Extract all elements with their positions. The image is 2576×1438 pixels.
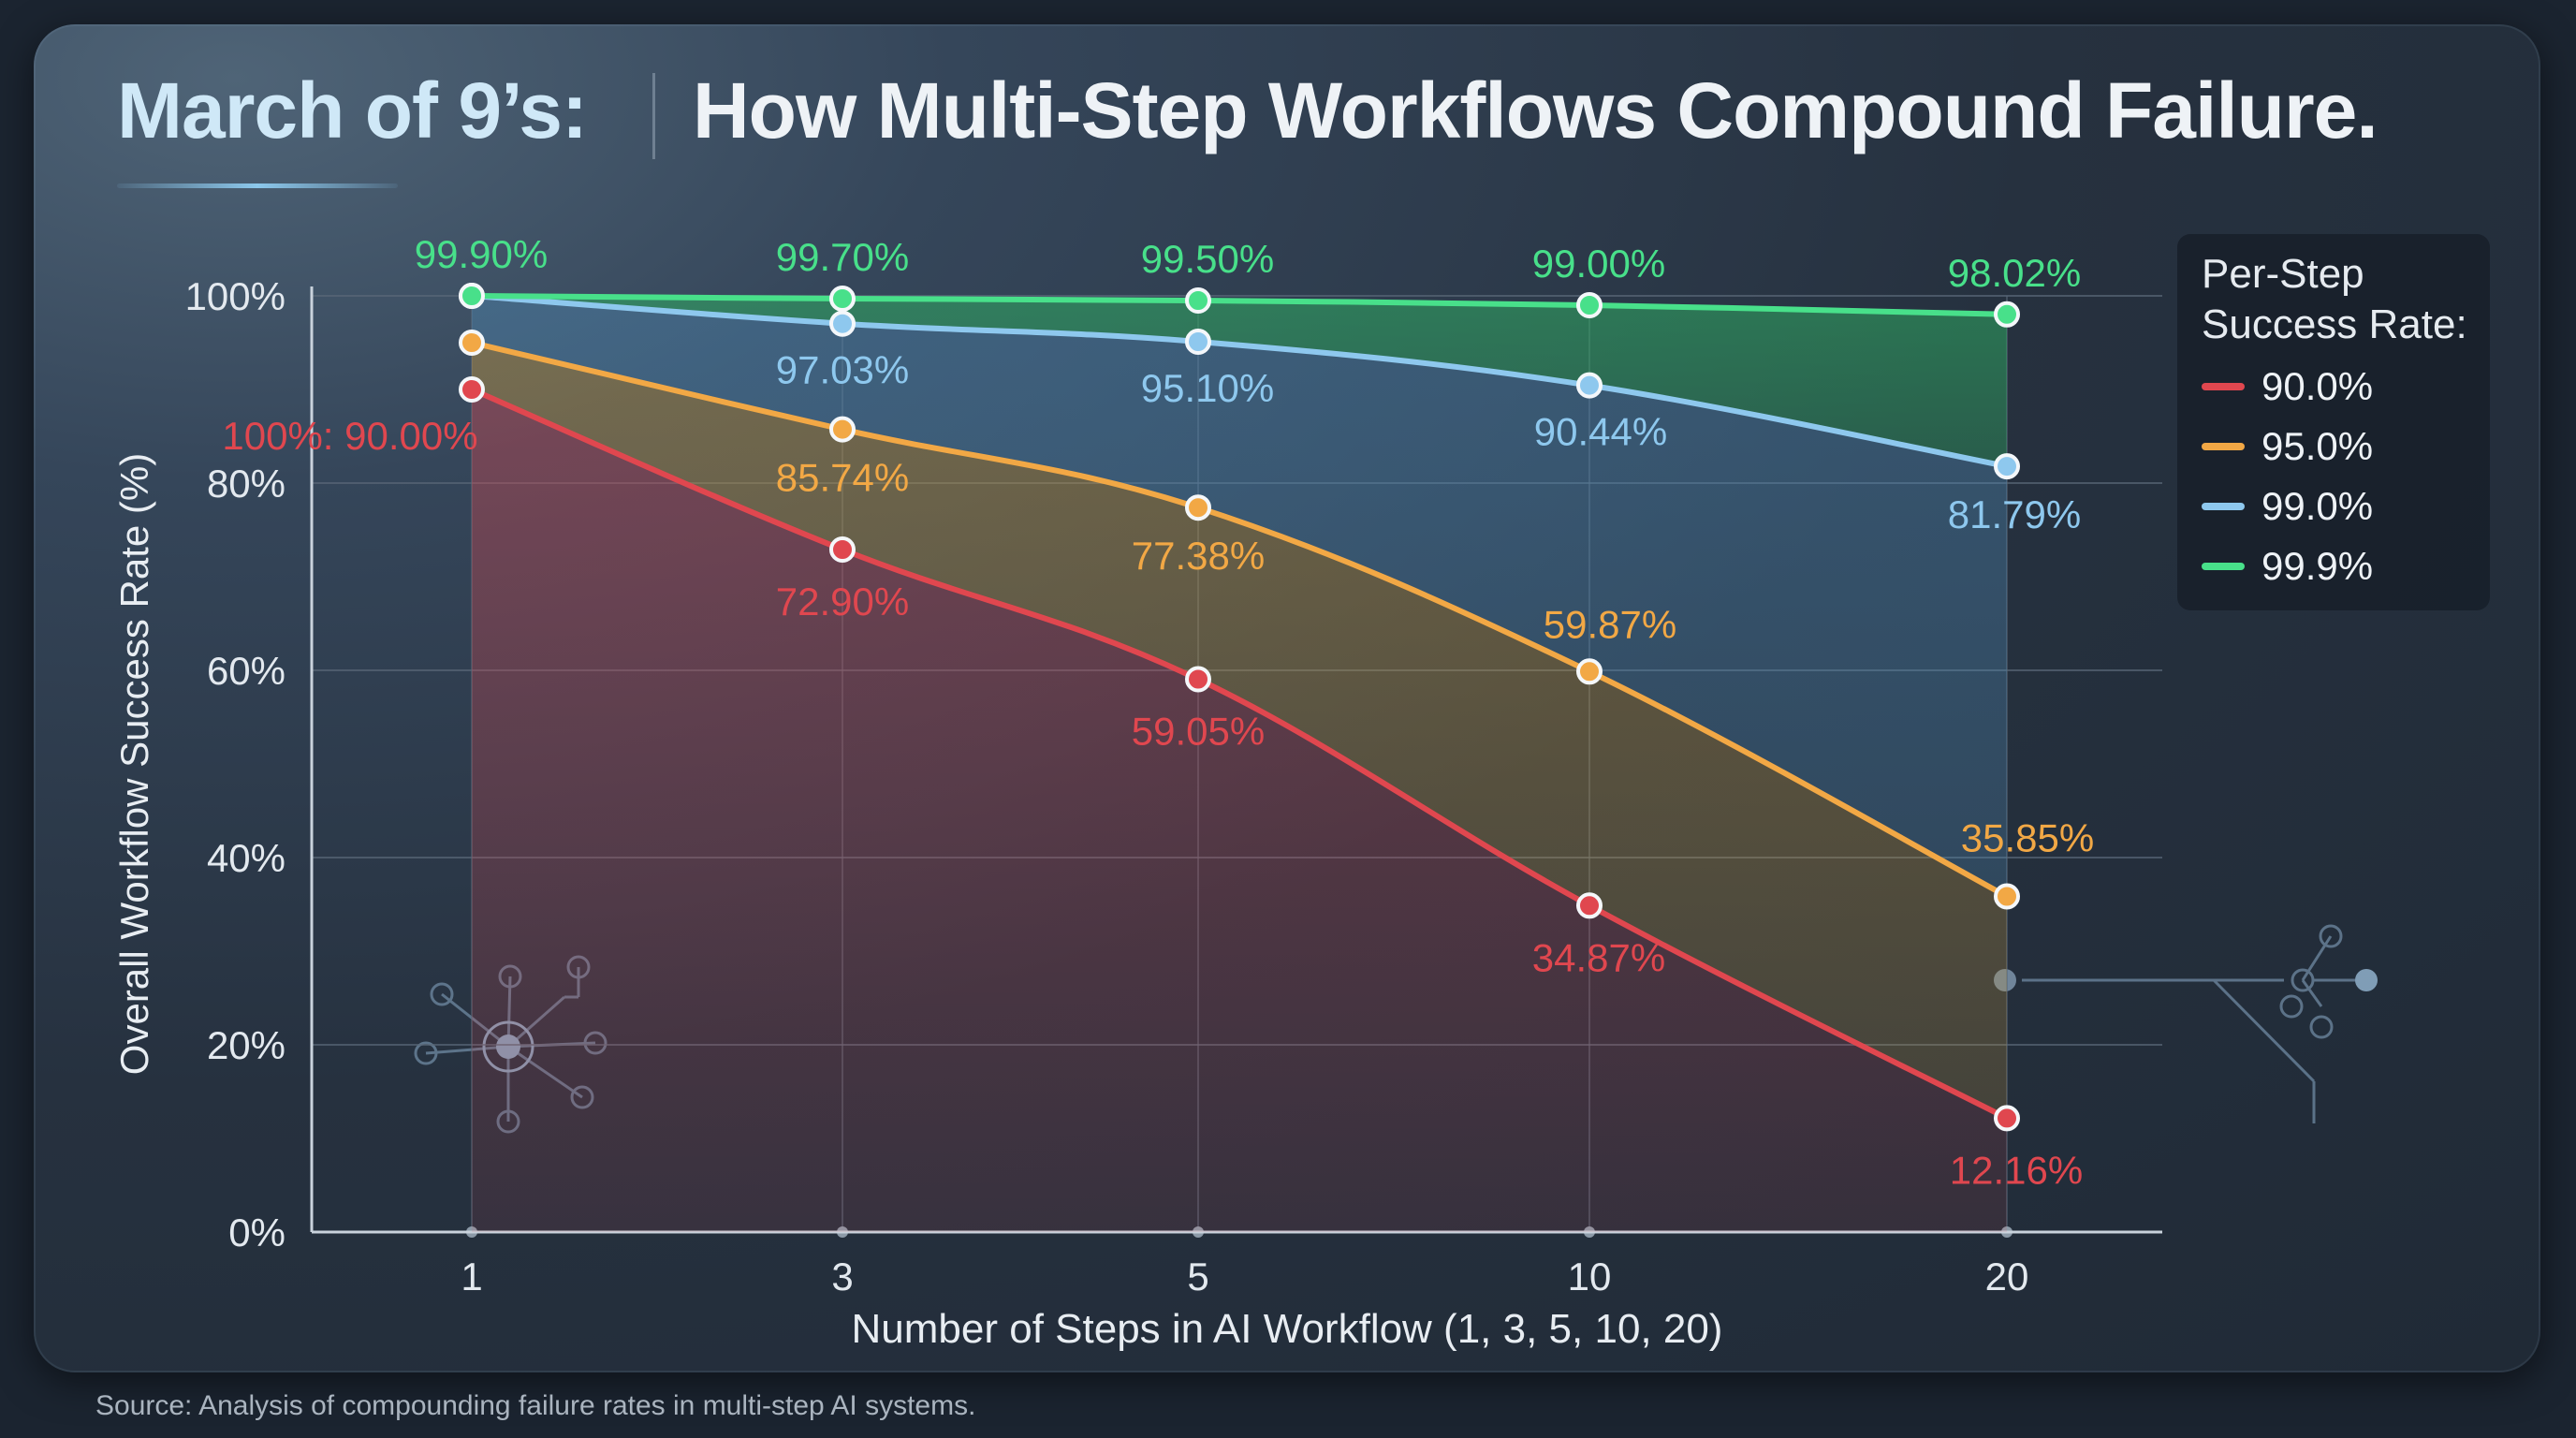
series-95-point — [829, 416, 856, 443]
series-999-data-label: 99.50% — [1141, 237, 1274, 281]
legend-title: Per-Step Success Rate: — [2202, 251, 2467, 347]
legend-item-90: 90.0% — [2202, 363, 2482, 410]
series-90-point — [1576, 892, 1603, 919]
legend: Per-Step Success Rate: 90.0% 95.0% 99.0%… — [2177, 234, 2490, 610]
series-95: 85.74% 77.38% 59.87% 35.85% — [459, 330, 2094, 910]
legend-swatch-90 — [2202, 383, 2245, 390]
series-90-data-label: 59.05% — [1132, 710, 1265, 754]
series-999: 99.90% 99.70% 99.50% 99.00% 98.02% — [415, 232, 2081, 328]
legend-label-90: 90.0% — [2261, 364, 2374, 408]
legend-item-95: 95.0% — [2202, 423, 2482, 470]
area-95 — [472, 343, 2007, 1119]
y-axis-label: Overall Workflow Success Rate (%) — [112, 453, 156, 1075]
title-divider — [652, 73, 655, 159]
series-99-point — [829, 310, 856, 337]
series-90-point — [459, 376, 485, 403]
x-tick-label: 1 — [461, 1255, 482, 1299]
series-90: 100%: 90.00% 72.90% 59.05% 34.87% 12.16% — [222, 376, 2083, 1192]
legend-swatch-99 — [2202, 503, 2245, 510]
series-95-data-label: 59.87% — [1544, 602, 1676, 646]
series-95-point — [1185, 494, 1211, 521]
series-999-data-label: 99.00% — [1532, 242, 1665, 286]
series-999-data-label: 98.02% — [1948, 251, 2081, 295]
legend-swatch-95 — [2202, 443, 2245, 450]
x-axis-label: Number of Steps in AI Workflow (1, 3, 5,… — [852, 1306, 1723, 1352]
series-99-point — [1576, 372, 1603, 399]
series-99-data-label: 90.44% — [1534, 410, 1667, 454]
series-95-data-label: 85.74% — [776, 456, 909, 500]
series-90-data-label: 72.90% — [776, 580, 909, 624]
page-title: How Multi-Step Workflows Compound Failur… — [693, 66, 2378, 154]
series-99-data-label: 95.10% — [1141, 366, 1274, 410]
legend-swatch-999 — [2202, 563, 2245, 570]
y-tick-label: 60% — [207, 649, 285, 693]
y-tick-label: 20% — [207, 1023, 285, 1067]
legend-label-999: 99.9% — [2261, 544, 2374, 588]
y-tick-label: 0% — [228, 1211, 285, 1255]
area-90 — [472, 389, 2007, 1232]
series-90-line — [469, 387, 2010, 1122]
series-99-data-label: 81.79% — [1948, 492, 2081, 536]
series-90-data-label: 34.87% — [1532, 935, 1665, 979]
legend-item-99: 99.0% — [2202, 483, 2482, 530]
legend-label-95: 95.0% — [2261, 424, 2374, 468]
series-999-data-label: 99.90% — [415, 232, 548, 276]
series-95-point — [459, 330, 485, 356]
series-90-data-label: 100%: 90.00% — [222, 414, 477, 458]
source-note: Source: Analysis of compounding failure … — [95, 1390, 976, 1421]
series-95-data-label: 77.38% — [1132, 534, 1265, 578]
x-tick-label: 20 — [1985, 1255, 2029, 1299]
series-99-point — [1994, 453, 2020, 480]
series-999-point — [1576, 292, 1603, 318]
series-90-point — [829, 536, 856, 563]
series-90-point — [1185, 666, 1211, 693]
series-999-point — [459, 283, 485, 309]
x-tick-label: 5 — [1187, 1255, 1208, 1299]
series-95-line — [469, 340, 2010, 900]
series-95-data-label: 35.85% — [1961, 816, 2094, 860]
series-999-point — [1994, 301, 2020, 328]
series-999-point — [829, 286, 856, 312]
series-90-data-label: 12.16% — [1950, 1148, 2083, 1192]
legend-item-999: 99.9% — [2202, 543, 2482, 590]
legend-label-99: 99.0% — [2261, 484, 2374, 528]
series-999-point — [1185, 287, 1211, 314]
area-999 — [472, 296, 2007, 467]
series-999-data-label: 99.70% — [776, 235, 909, 279]
x-tick-label: 3 — [831, 1255, 853, 1299]
y-tick-label: 100% — [185, 274, 285, 318]
series-95-point — [1576, 658, 1603, 685]
series-99-data-label: 97.03% — [776, 348, 909, 392]
series-99: 97.03% 95.10% 90.44% 81.79% — [459, 283, 2081, 536]
area-99 — [472, 296, 2007, 897]
title-underline — [117, 183, 398, 188]
series-95-point — [1994, 883, 2020, 910]
series-99-point — [1185, 329, 1211, 355]
y-tick-label: 80% — [207, 462, 285, 506]
title-prefix: March of 9’s: — [117, 66, 588, 154]
series-areas — [472, 296, 2007, 1232]
series-90-point — [1994, 1105, 2020, 1132]
y-tick-label: 40% — [207, 836, 285, 880]
x-tick-label: 10 — [1568, 1255, 1612, 1299]
